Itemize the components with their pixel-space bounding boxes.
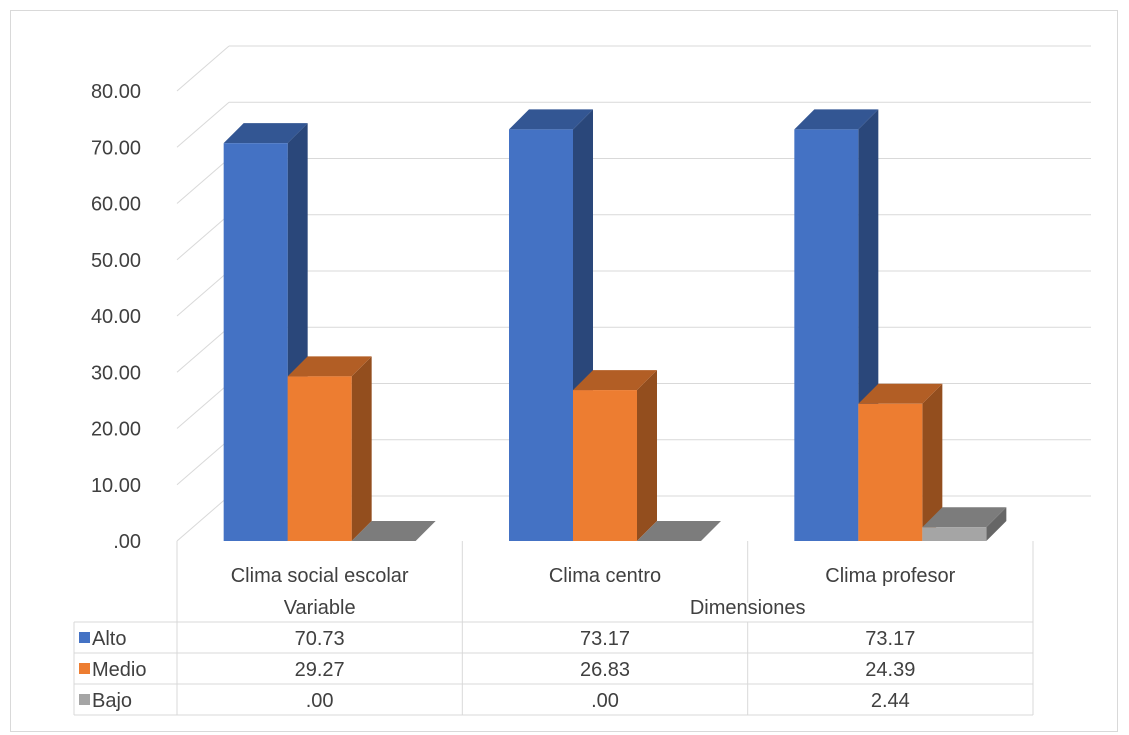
bars <box>223 109 1007 542</box>
gridline-wall <box>176 326 230 373</box>
category-label: Clima profesor <box>825 565 955 587</box>
y-tick-label: 10.00 <box>91 475 141 497</box>
y-tick-label: 70.00 <box>91 137 141 159</box>
gridline-wall <box>176 101 230 148</box>
data-label: .00 <box>591 690 619 712</box>
bar-medio <box>287 356 372 541</box>
y-tick-label: .00 <box>113 531 141 553</box>
chart-frame: .00 10.00 20.00 30.00 40.00 50.00 60.00 70.00 80… <box>10 10 1118 732</box>
data-label: 73.17 <box>580 628 630 650</box>
y-tick-label: 40.00 <box>91 306 141 328</box>
gridline-wall <box>176 439 230 486</box>
y-tick-label: 30.00 <box>91 362 141 384</box>
series-name: Medio <box>92 659 146 681</box>
y-tick-label: 60.00 <box>91 194 141 216</box>
y-axis-ticks: .00 10.00 20.00 30.00 40.00 50.00 60.00 70.00 80… <box>91 81 141 553</box>
bar-bajo <box>637 521 721 541</box>
data-label: 70.73 <box>295 628 345 650</box>
legend-key <box>79 663 90 674</box>
gridline-wall <box>176 214 230 261</box>
data-label: 26.83 <box>580 659 630 681</box>
bar-chart: .00 10.00 20.00 30.00 40.00 50.00 60.00 70.00 80… <box>73 45 1091 716</box>
gridline-wall <box>176 45 230 92</box>
data-label: 29.27 <box>295 659 345 681</box>
y-tick-label: 20.00 <box>91 419 141 441</box>
gridline-wall <box>176 383 230 429</box>
data-label: 73.17 <box>865 628 915 650</box>
legend-key <box>79 632 90 643</box>
bar-medio <box>858 383 943 541</box>
bar-bajo <box>351 521 436 541</box>
series-name: Alto <box>92 628 126 650</box>
data-label: 24.39 <box>865 659 915 681</box>
category-label: Clima centro <box>549 565 661 587</box>
data-label: .00 <box>306 690 334 712</box>
gridlines <box>176 45 1091 542</box>
series-name: Bajo <box>92 690 132 712</box>
data-label: 2.44 <box>871 690 910 712</box>
y-tick-label: 50.00 <box>91 250 141 272</box>
data-table: Clima social escolar Clima centro Clima pr… <box>73 541 1034 716</box>
legend-key <box>79 694 90 705</box>
bar-alto <box>223 123 308 542</box>
category-label: Clima social escolar <box>231 565 409 587</box>
group-label: Variable <box>284 597 356 619</box>
gridline-wall <box>176 158 230 204</box>
group-label: Dimensiones <box>690 597 806 619</box>
gridline-wall <box>176 270 230 317</box>
bar-medio <box>573 370 657 541</box>
gridline-wall <box>176 495 230 542</box>
bar-bajo <box>922 507 1007 541</box>
y-tick-label: 80.00 <box>91 81 141 103</box>
